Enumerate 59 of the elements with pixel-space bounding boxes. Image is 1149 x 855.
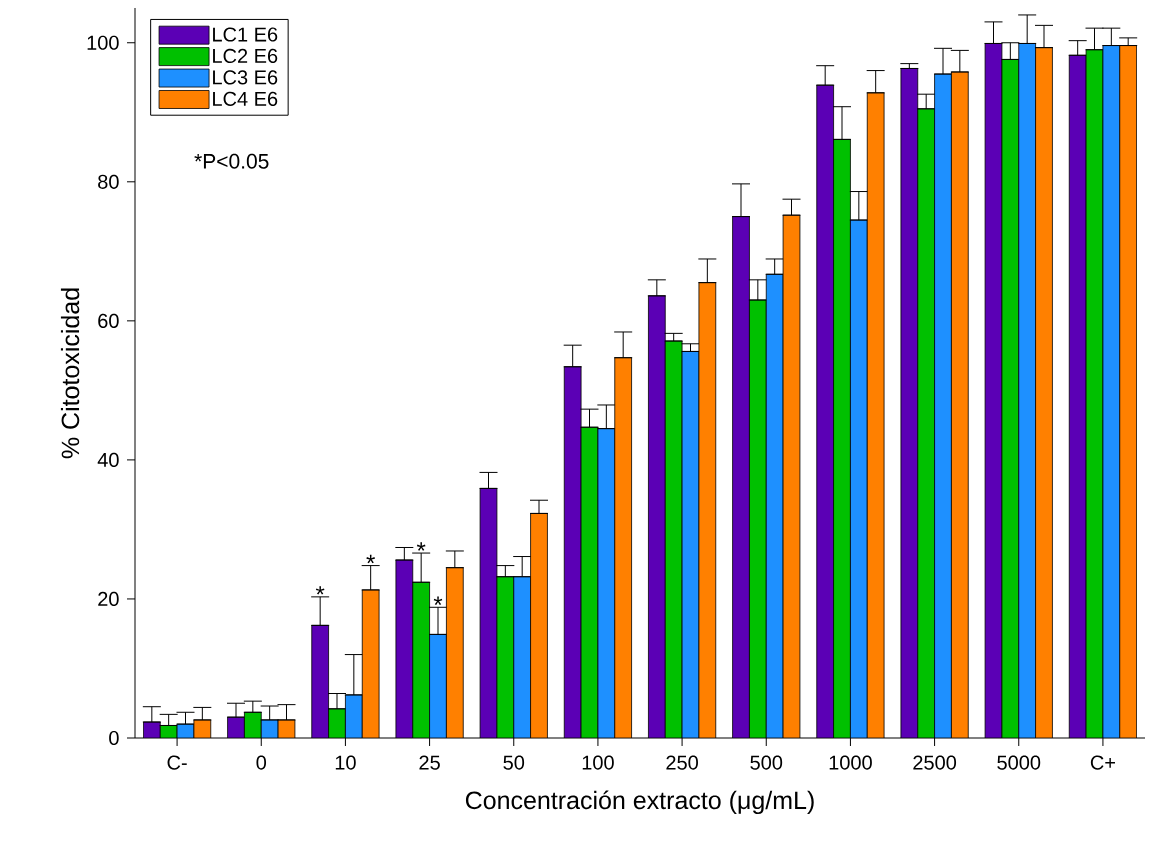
legend-label: LC1 E6 — [213, 27, 278, 42]
y-tick-label: 60 — [98, 313, 119, 328]
x-tick-label: 500 — [750, 755, 783, 770]
x-tick-label: 2500 — [913, 755, 957, 770]
bar — [1035, 47, 1053, 738]
bar — [1119, 45, 1137, 738]
annotation: * — [416, 542, 426, 551]
x-tick-label: 1000 — [829, 755, 872, 770]
y-tick-label: 20 — [98, 591, 119, 607]
x-tick-label: 10 — [335, 755, 356, 770]
bar — [513, 576, 531, 738]
legend-label: LC2 E6 — [213, 48, 278, 64]
bar — [1085, 49, 1104, 738]
y-tick-label: 40 — [97, 452, 119, 467]
bar — [917, 108, 935, 738]
y-tick-label: 0 — [109, 730, 119, 746]
legend-label: LC4 E6 — [213, 91, 278, 106]
bar — [597, 428, 615, 738]
annotation: * — [433, 596, 443, 605]
bar — [850, 220, 868, 738]
bar — [311, 625, 329, 738]
x-tick-label: C+ — [1090, 755, 1115, 770]
y-tick-label: 100 — [87, 35, 119, 50]
bar — [934, 74, 952, 738]
bar — [732, 216, 750, 738]
annotation: * — [315, 586, 325, 595]
annotation: *P<0.05 — [194, 153, 269, 169]
x-tick-label: 5000 — [997, 755, 1041, 770]
bar — [412, 582, 430, 738]
x-tick-label: 100 — [582, 755, 614, 770]
bar — [900, 68, 918, 738]
legend-label: LC3 E6 — [213, 70, 278, 85]
bar — [614, 357, 632, 738]
bar — [867, 92, 885, 738]
bar — [446, 567, 464, 738]
x-tick-label: C- — [167, 755, 187, 770]
y-tick-label: 80 — [98, 174, 119, 189]
bar — [345, 694, 363, 738]
bar — [833, 139, 851, 738]
bar — [648, 295, 666, 738]
bar — [496, 576, 514, 738]
x-tick-label: 50 — [503, 755, 525, 770]
bar — [328, 708, 346, 738]
bar — [698, 282, 716, 738]
bar — [1018, 43, 1036, 738]
y-axis-title: % Citotoxicidad — [60, 288, 80, 459]
x-axis-title: Concentración extracto (μg/mL) — [465, 790, 814, 815]
bar — [749, 299, 767, 738]
bar — [530, 513, 548, 738]
annotation: * — [366, 554, 375, 564]
x-tick-label: 0 — [256, 755, 267, 770]
bar — [1102, 45, 1121, 738]
bar — [816, 85, 834, 738]
bar — [951, 71, 969, 738]
bar — [564, 366, 582, 738]
x-tick-label: 25 — [419, 755, 440, 770]
x-tick-label: 250 — [666, 755, 698, 770]
bar — [362, 589, 380, 738]
bar — [429, 634, 447, 738]
